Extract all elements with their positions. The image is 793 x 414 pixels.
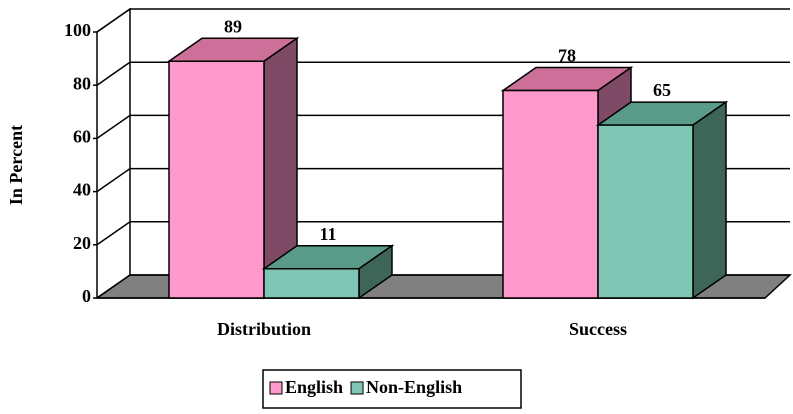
y-axis-label: In Percent (6, 125, 26, 205)
legend-label: English (285, 377, 343, 397)
x-tick-label: Distribution (217, 319, 311, 339)
legend-swatch (350, 381, 364, 395)
data-label: 78 (558, 46, 576, 66)
wall (96, 7, 131, 298)
y-tick-label: 60 (73, 127, 91, 147)
bar (502, 89, 599, 299)
grid-line (96, 61, 790, 86)
data-label: 65 (653, 80, 671, 100)
x-tick-label: Success (569, 319, 627, 339)
data-label: 11 (319, 224, 336, 244)
data-label: 89 (224, 16, 242, 36)
grid-line (96, 8, 790, 33)
bar-side (692, 100, 727, 300)
bar (597, 124, 694, 299)
y-tick-label: 80 (73, 73, 91, 93)
y-tick-label: 40 (73, 180, 91, 200)
bar (168, 60, 265, 299)
legend-swatch (269, 381, 283, 395)
bar (263, 267, 360, 299)
y-tick-label: 20 (73, 233, 91, 253)
legend-label: Non-English (366, 377, 462, 397)
y-tick-label: 0 (82, 286, 91, 306)
legend-box (262, 369, 522, 409)
y-tick-label: 100 (64, 20, 91, 40)
